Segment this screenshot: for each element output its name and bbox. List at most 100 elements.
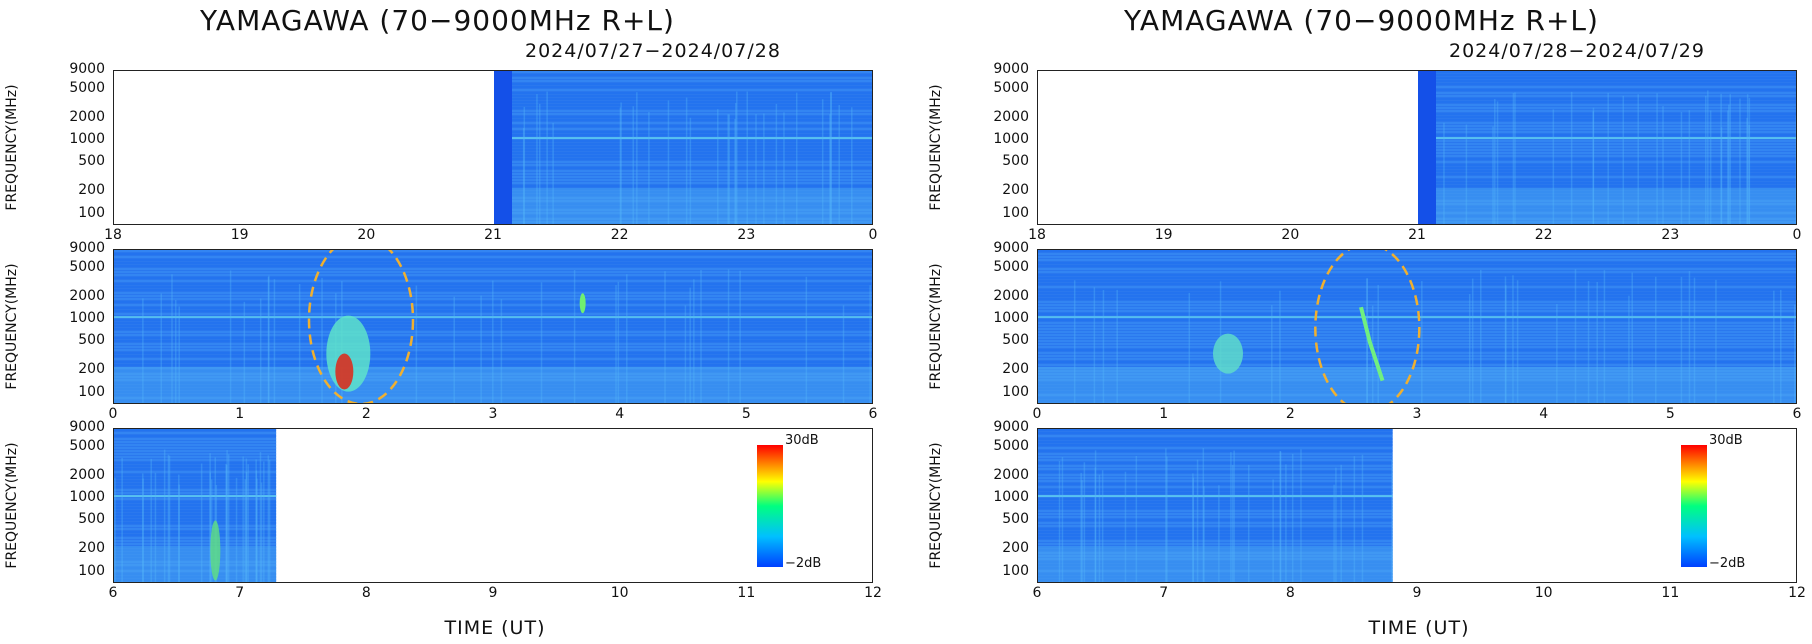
spectrogram-row [1038, 370, 1796, 372]
y-tick-label: 9000 [69, 419, 105, 435]
spectrogram-row [1038, 510, 1393, 512]
spectrogram-row [1038, 432, 1393, 434]
spectrogram-streak [415, 285, 418, 403]
spectrogram-row [114, 289, 872, 291]
spectrogram-row [1038, 340, 1796, 342]
spectrogram-row [114, 382, 872, 384]
spectrogram-streak [1592, 107, 1595, 224]
y-tick-label: 500 [78, 332, 105, 349]
spectrogram-row [114, 304, 872, 306]
spectrogram-streak [735, 102, 737, 224]
spectrogram-streak [1607, 92, 1609, 224]
y-tick-label: 200 [78, 540, 105, 557]
spectrogram-row [494, 167, 872, 169]
spectrogram-streak [829, 114, 831, 224]
spectrogram-row [114, 513, 277, 515]
x-tick-label: 0 [1792, 227, 1802, 243]
spectrogram-row [1418, 101, 1796, 103]
spectrogram-row [1418, 143, 1796, 145]
x-axis-label: TIME (UT) [1368, 617, 1470, 639]
spectrogram-row [1038, 459, 1393, 461]
spectrogram-row [1418, 80, 1796, 82]
spectrogram-row [1038, 483, 1393, 485]
spectrogram-row [494, 224, 873, 225]
spectrogram-row [1038, 564, 1393, 566]
spectrogram-streak [667, 100, 670, 224]
spectrogram-row [1418, 161, 1796, 163]
y-axis-label: FREQUENCY(MHz) [928, 263, 944, 390]
spectrogram-row [1038, 468, 1393, 470]
spectrogram-row [1038, 325, 1796, 327]
startup-stripe [1418, 71, 1436, 224]
spectrogram-streak [522, 128, 525, 224]
spectrogram-streak [1705, 95, 1707, 224]
spectrogram-streak [1083, 462, 1086, 582]
spectrogram-streak [1688, 110, 1691, 224]
spectrogram-row [1418, 119, 1796, 121]
spectrogram-row [1418, 170, 1796, 172]
spectrogram-streak [1202, 448, 1205, 582]
x-tick-label: 3 [488, 406, 498, 422]
colorbar [757, 445, 783, 567]
spectrogram-row [1038, 385, 1796, 387]
spectrogram-panel [1037, 70, 1797, 225]
spectrogram-row [1038, 570, 1393, 572]
spectrogram-streak [1272, 479, 1274, 582]
x-tick-label: 3 [1412, 406, 1422, 422]
spectrogram-streak [1780, 289, 1782, 403]
spectrogram-row [1038, 382, 1796, 384]
x-tick-label: 5 [1665, 406, 1675, 422]
spectrogram-row [1038, 280, 1796, 282]
spectrogram-streak [200, 463, 203, 582]
spectrogram-streak [1680, 111, 1683, 224]
spectrogram-streak [1094, 467, 1097, 582]
spectrogram-streak [795, 92, 798, 224]
colorbar-max-label: 30dB [785, 433, 819, 448]
spectrogram-row [1038, 286, 1796, 288]
spectrogram-row [114, 477, 277, 479]
spectrogram-row [494, 92, 872, 94]
spectrogram-row [494, 110, 872, 112]
band-line-1000mhz [1038, 495, 1393, 498]
spectrogram-row [114, 355, 872, 357]
spectrogram-row [114, 274, 872, 276]
spectrogram-row [494, 188, 872, 190]
spectrogram-row [1038, 522, 1393, 524]
spectrogram-row [114, 292, 872, 294]
spectrogram-row [114, 331, 872, 333]
radio-burst [1359, 306, 1385, 382]
spectrogram-streak [160, 293, 162, 403]
spectrogram-streak [523, 106, 526, 224]
spectrogram-row [114, 453, 277, 455]
spectrogram-row [1418, 152, 1796, 154]
spectrogram-streak [1353, 456, 1356, 582]
spectrogram-row [1038, 465, 1393, 467]
spectrogram-row [494, 83, 872, 85]
low-frequency-band [1038, 546, 1393, 582]
x-tick-label: 5 [741, 406, 751, 422]
spectrogram-row [1418, 212, 1796, 214]
colorbar [1681, 445, 1707, 567]
spectrogram-svg [494, 71, 873, 225]
spectrogram-streak [500, 299, 503, 403]
spectrogram-row [114, 552, 277, 554]
spectrogram-row [1038, 438, 1393, 440]
spectrogram-row [1038, 391, 1796, 393]
y-tick-label: 2000 [993, 467, 1029, 483]
spectrogram-row [114, 510, 277, 512]
spectrogram-streak [1192, 477, 1195, 582]
spectrogram-row [1418, 74, 1796, 76]
x-tick-label: 18 [1028, 227, 1046, 243]
spectrogram-streak [1720, 127, 1723, 224]
spectrogram-row [1038, 253, 1796, 255]
spectrogram-streak [178, 484, 180, 582]
spectrogram-row [1038, 552, 1393, 554]
spectrogram-streak [1471, 278, 1474, 403]
y-tick-label: 2000 [993, 109, 1029, 125]
spectrogram-streak [1468, 294, 1471, 403]
spectrogram-row [114, 465, 277, 467]
x-tick-label: 6 [108, 585, 118, 601]
spectrogram-row [114, 259, 872, 261]
radio-burst-core [335, 353, 354, 390]
spectrogram-row [114, 579, 277, 581]
